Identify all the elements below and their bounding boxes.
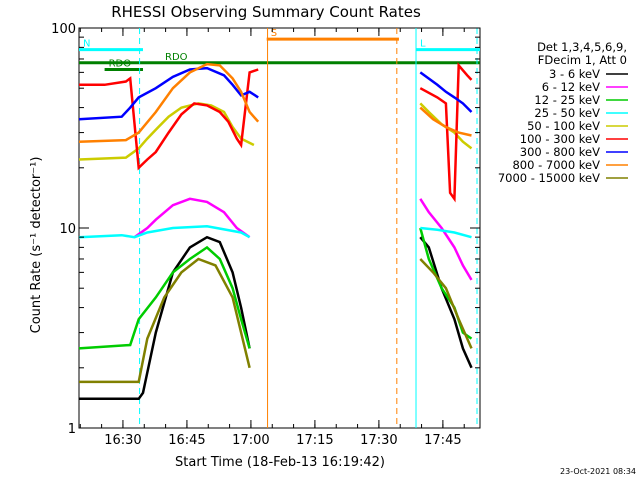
- series-line: [133, 197, 473, 281]
- series-line: [78, 225, 472, 239]
- series-line: [78, 227, 473, 350]
- x-axis-label: Start Time (18-Feb-13 16:19:42): [175, 455, 385, 470]
- legend-header: Det 1,3,4,5,6,9,: [537, 40, 627, 54]
- x-tick-label: 17:45: [424, 433, 461, 448]
- x-tick-label: 16:45: [168, 433, 205, 448]
- flag-label: L: [420, 39, 426, 50]
- footer-timestamp: 23-Oct-2021 08:34: [560, 467, 636, 476]
- legend-entry-label: 50 - 100 keV: [527, 119, 600, 133]
- legend-header: FDecim 1, Att 0: [538, 53, 627, 67]
- legend-entry-label: 6 - 12 keV: [542, 80, 600, 94]
- legend-entry-label: 800 - 7000 keV: [512, 158, 600, 172]
- series-line: [79, 235, 473, 401]
- legend-entry-label: 300 - 800 keV: [520, 145, 600, 159]
- flag-label: S: [271, 28, 277, 39]
- x-tick-label: 17:30: [360, 433, 397, 448]
- x-tick-label: 16:30: [104, 433, 141, 448]
- y-tick-label: 100: [51, 22, 76, 37]
- flag-label: N: [83, 39, 90, 50]
- y-tick-label: 1: [68, 422, 76, 437]
- x-axis-ticks: 16:30 16:45 17:00 17:15 17:30 17:45: [79, 28, 465, 448]
- x-tick-label: 17:15: [296, 433, 333, 448]
- x-tick-label: 17:00: [232, 433, 269, 448]
- chart-title: RHESSI Observing Summary Count Rates: [111, 3, 421, 21]
- legend: Det 1,3,4,5,6,9,FDecim 1, Att 03 - 6 keV…: [498, 40, 628, 185]
- series-line: [79, 62, 473, 203]
- flag-label: RDO: [109, 59, 132, 70]
- flag-label: RDO: [165, 52, 188, 63]
- legend-entry-label: 3 - 6 keV: [549, 67, 600, 81]
- series-line: [78, 66, 473, 121]
- flag-bars: N RDO RDO S L: [79, 28, 480, 72]
- legend-entry-label: 25 - 50 keV: [534, 106, 600, 120]
- y-axis-ticks: 1 10 100: [51, 22, 480, 437]
- legend-entry-label: 12 - 25 keV: [534, 93, 600, 107]
- series-line: [79, 257, 473, 384]
- y-axis-label: Count Rate (s⁻¹ detector⁻¹): [29, 157, 44, 334]
- series-lines: [78, 62, 473, 401]
- series-line: [78, 62, 472, 143]
- legend-entry-label: 100 - 300 keV: [520, 132, 600, 146]
- y-tick-label: 10: [59, 222, 76, 237]
- legend-entry-label: 7000 - 15000 keV: [498, 171, 600, 185]
